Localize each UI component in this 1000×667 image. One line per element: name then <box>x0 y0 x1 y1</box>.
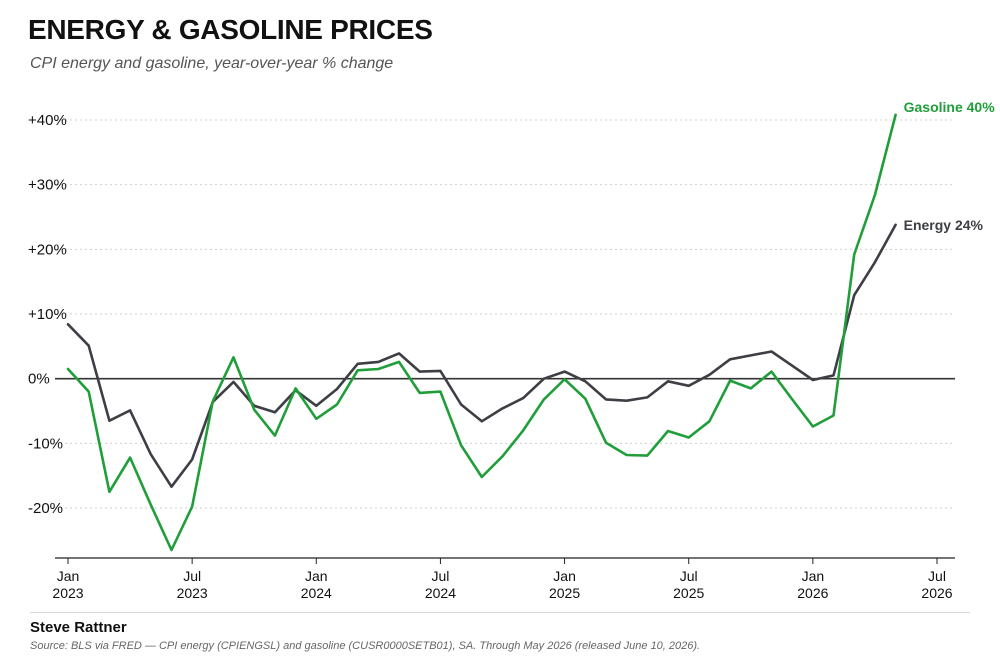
chart-subtitle: CPI energy and gasoline, year-over-year … <box>30 55 394 72</box>
x-tick-month: Jul <box>680 568 698 584</box>
gridlines <box>55 119 955 509</box>
y-tick-label: +30% <box>28 177 67 194</box>
x-tick-month: Jul <box>431 568 449 584</box>
y-tick-label: +20% <box>28 241 67 258</box>
x-axis <box>55 557 955 564</box>
x-axis-tick-labels: Jan2023Jul2023Jan2024Jul2024Jan2025Jul20… <box>52 568 952 601</box>
x-tick-month: Jan <box>305 568 328 584</box>
x-tick-month: Jan <box>802 568 825 584</box>
y-tick-label: +10% <box>28 306 67 323</box>
footer-divider <box>30 612 970 613</box>
line-chart: +40%+30%+20%+10%0%-10%-20% Jan2023Jul202… <box>28 99 996 601</box>
series-label-energy: Energy 24% <box>904 217 984 233</box>
series-end-labels: Energy 24% Gasoline 40% <box>904 99 996 233</box>
x-tick-month: Jan <box>553 568 576 584</box>
x-tick-month: Jul <box>183 568 201 584</box>
x-tick-year: 2023 <box>177 585 208 601</box>
x-tick-year: 2023 <box>52 585 83 601</box>
x-tick-month: Jul <box>928 568 946 584</box>
x-tick-year: 2025 <box>549 585 580 601</box>
byline: Steve Rattner <box>30 619 127 636</box>
x-tick-year: 2026 <box>921 585 952 601</box>
series-line-energy <box>66 223 897 489</box>
x-tick-year: 2025 <box>673 585 704 601</box>
chart-title: ENERGY & GASOLINE PRICES <box>28 14 433 45</box>
x-tick-year: 2026 <box>797 585 828 601</box>
y-tick-label: -10% <box>28 435 63 452</box>
x-tick-month: Jan <box>57 568 80 584</box>
x-tick-year: 2024 <box>301 585 332 601</box>
y-axis-tick-labels: +40% +30% +20% +10% 0% -10% -20% <box>28 112 67 517</box>
y-tick-label: 0% <box>28 371 50 388</box>
series-lines <box>66 113 897 552</box>
x-tick-year: 2024 <box>425 585 456 601</box>
y-tick-label: +40% <box>28 112 67 129</box>
series-line-gasoline <box>66 113 897 552</box>
series-label-gasoline: Gasoline 40% <box>904 99 996 115</box>
y-tick-label: -20% <box>28 500 63 517</box>
source-note: Source: BLS via FRED — CPI energy (CPIEN… <box>30 640 701 652</box>
